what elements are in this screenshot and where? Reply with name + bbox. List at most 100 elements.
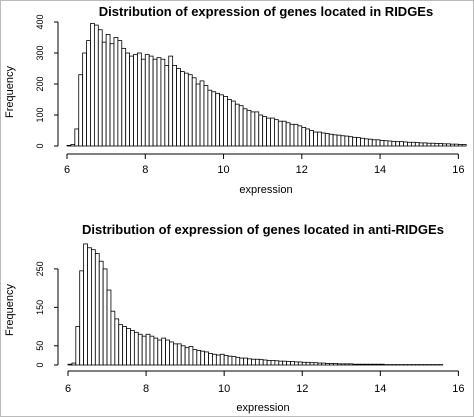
histogram-bar [379, 140, 385, 147]
histogram-bar [422, 142, 428, 147]
histogram-bar [184, 347, 190, 366]
histogram-bar [148, 55, 154, 147]
histogram-bar [203, 85, 209, 147]
histogram-bar [110, 310, 116, 366]
histogram-bar [336, 134, 342, 147]
histogram-bar [219, 353, 225, 366]
y-tick-label: 400 [35, 14, 45, 29]
histogram-bar [105, 34, 111, 147]
y-tick-label: 100 [35, 107, 45, 122]
histogram-bar [215, 92, 221, 147]
histogram-bar [188, 346, 194, 366]
histogram-bar [250, 111, 256, 147]
histogram-bar [239, 357, 245, 366]
anti-ridges-histogram: Distribution of expression of genes loca… [4, 222, 465, 414]
histogram-bar [305, 128, 311, 147]
histogram-bar [137, 333, 143, 366]
histogram-bar [90, 23, 95, 147]
histogram-bar [266, 359, 272, 366]
histogram-bar [450, 143, 455, 147]
histogram-bar [93, 24, 99, 147]
y-axis: 0 100 200 300 400 [35, 14, 59, 149]
histogram-bar [91, 249, 96, 366]
histogram-bar [145, 333, 151, 366]
histogram-bar [324, 133, 330, 147]
histogram-bar [379, 363, 385, 366]
y-tick-label: 0 [35, 143, 45, 148]
histogram-bar [149, 335, 155, 366]
histogram-bar [320, 132, 326, 147]
histogram-bar [234, 103, 240, 147]
histogram-bar [176, 343, 182, 366]
histogram-bar [434, 143, 440, 147]
histogram-bar [71, 362, 77, 366]
x-tick-label: 14 [374, 164, 386, 176]
histogram-bar [219, 94, 224, 147]
histogram-bar [153, 337, 159, 366]
histogram-bar [144, 54, 150, 147]
histogram-bar [344, 363, 350, 366]
histogram-bar [129, 55, 134, 147]
histogram-bar [340, 135, 346, 147]
histogram-bar [407, 141, 412, 147]
histogram-bar [391, 140, 397, 147]
histogram-bar [313, 362, 319, 366]
histogram-bar [172, 343, 178, 366]
y-axis: 0 50 150 250 [35, 261, 59, 368]
x-axis-label: expression [236, 402, 289, 414]
histogram-bar [130, 330, 135, 366]
histogram-bar [172, 65, 177, 147]
histogram-bar [207, 89, 213, 147]
histogram-bar [66, 144, 72, 147]
histogram-bar [258, 359, 264, 366]
y-tick-label: 300 [35, 45, 45, 60]
x-axis: 6 8 10 12 14 16 [64, 153, 464, 176]
histogram-bar [231, 356, 237, 366]
histogram-bar [387, 140, 393, 147]
histogram-bar [336, 363, 342, 366]
histogram-bar [301, 127, 307, 147]
histogram-bar [329, 363, 334, 366]
histogram-bar [195, 83, 201, 147]
histogram-bar [94, 253, 100, 366]
bars-group [67, 243, 444, 366]
x-tick-label: 12 [296, 164, 308, 176]
histogram-bar [325, 363, 330, 366]
histogram-bar [281, 120, 287, 147]
y-axis-label: Frequency [4, 284, 16, 336]
histogram-bar [102, 268, 108, 366]
histogram-bar [75, 326, 81, 366]
histogram-bar [364, 363, 369, 366]
histogram-bar [192, 349, 198, 366]
histogram-bar [126, 328, 131, 366]
histogram-bar [87, 247, 92, 366]
histogram-bar [258, 114, 264, 147]
histogram-bar [67, 363, 73, 366]
histogram-bar [133, 331, 139, 366]
histogram-bar [199, 80, 205, 147]
histogram-bar [274, 119, 279, 147]
histogram-bar [156, 57, 162, 147]
histogram-bar [243, 357, 248, 366]
histogram-bar [212, 353, 217, 366]
histogram-bar [395, 141, 401, 147]
histogram-bar [410, 141, 416, 147]
histogram-bar [121, 47, 127, 147]
histogram-bar [180, 71, 185, 147]
x-axis: 6 8 10 12 14 16 [65, 370, 465, 395]
histogram-bar [305, 361, 311, 366]
x-axis-label: expression [239, 184, 292, 196]
histogram-bar [348, 136, 354, 147]
histogram-bar [313, 131, 318, 147]
histogram-bar [364, 138, 369, 147]
histogram-bar [309, 362, 315, 366]
x-tick-label: 6 [65, 383, 71, 395]
histogram-bar [70, 144, 76, 147]
histogram-bar [208, 353, 213, 366]
histogram-bar [165, 339, 170, 366]
histogram-bar [160, 58, 166, 147]
histogram-bar [383, 140, 389, 147]
histogram-bar [164, 65, 170, 147]
